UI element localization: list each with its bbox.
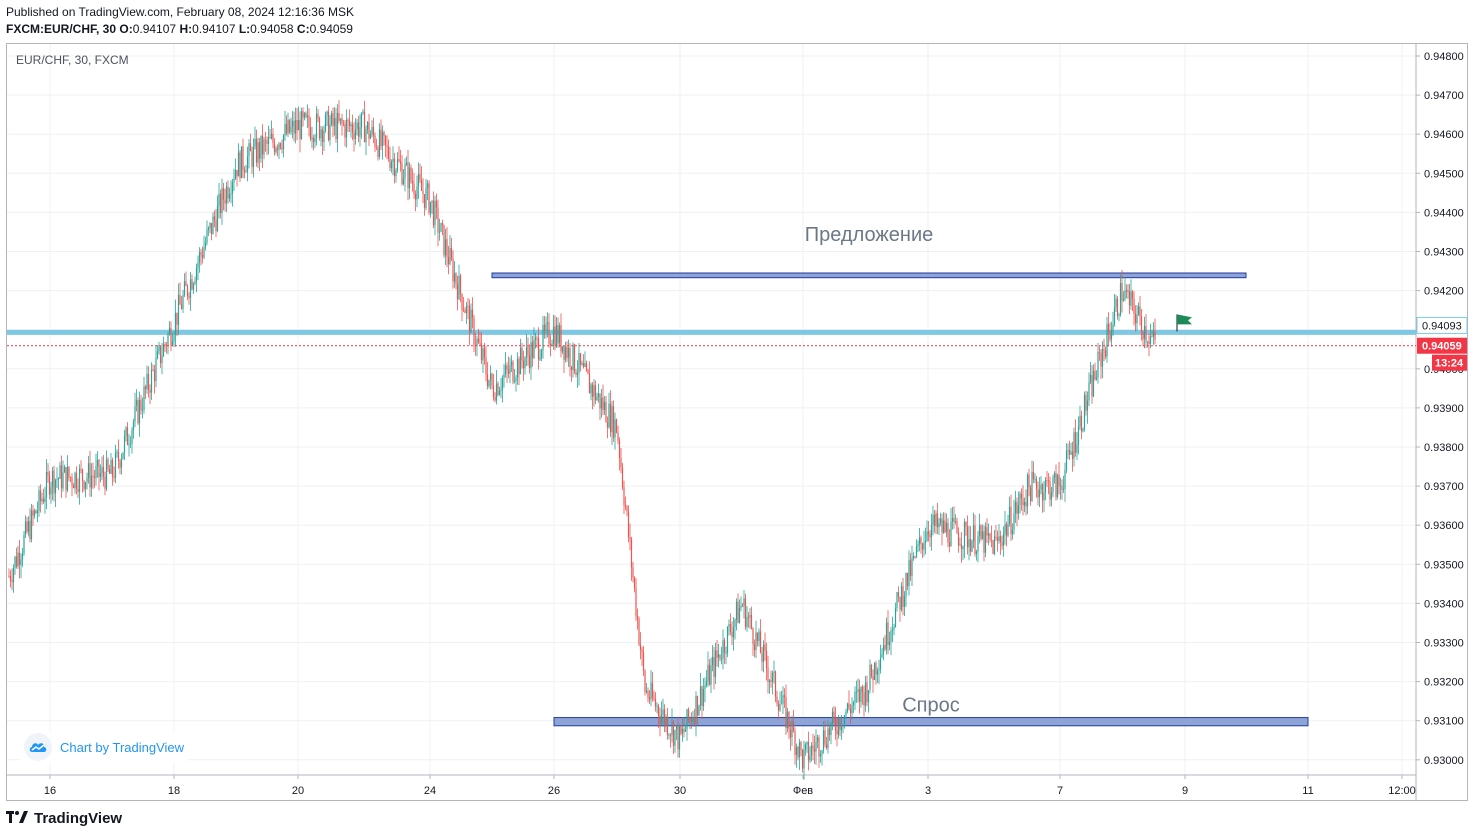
price-tick-label: 0.93700	[1424, 481, 1464, 493]
time-tick-label: 16	[44, 785, 56, 797]
price-tick-label: 0.93600	[1424, 520, 1464, 532]
time-tick-label: 30	[674, 785, 686, 797]
time-tick-label: 11	[1302, 785, 1313, 797]
price-tick-label: 0.93900	[1424, 403, 1464, 415]
time-tick-label: 18	[168, 785, 180, 797]
price-tick-label: 0.93100	[1424, 716, 1464, 728]
published-line: Published on TradingView.com, February 0…	[6, 5, 354, 19]
footer-brand[interactable]: TradingView	[6, 810, 122, 827]
countdown-badge	[1432, 354, 1467, 371]
price-tick-label: 0.94600	[1424, 129, 1464, 141]
time-tick-label: 9	[1182, 785, 1188, 797]
time-tick-label: 3	[925, 785, 931, 797]
last-price-badge	[1417, 337, 1467, 354]
high-label: H:	[179, 22, 193, 36]
time-tick-label: 26	[548, 785, 560, 797]
watermark-text: Chart by TradingView	[60, 739, 185, 755]
price-tick-label: 0.94400	[1424, 207, 1464, 219]
price-tick-label: 0.93800	[1424, 442, 1464, 454]
time-tick-label: 24	[424, 785, 436, 797]
close-label: C:	[296, 22, 310, 36]
price-tick-label: 0.94300	[1424, 247, 1464, 259]
price-tick-label: 0.93500	[1424, 559, 1464, 571]
high-value: 0.94107	[192, 22, 236, 36]
zone-rectangle[interactable]	[491, 272, 1247, 279]
level-price-badge	[1416, 316, 1468, 334]
flag-icon[interactable]	[1177, 314, 1192, 325]
chart-frame[interactable]	[6, 43, 1468, 801]
ohlc-line: FXCM:EUR/CHF, 30 O:0.94107 H:0.94107 L:0…	[6, 22, 353, 36]
price-tick-label: 0.94500	[1424, 168, 1464, 180]
demand-zone-label: Спрос	[902, 695, 960, 717]
level-price-label: 0.94093	[1422, 320, 1462, 332]
open-value: 0.94107	[132, 22, 177, 36]
countdown-label: 13:24	[1435, 358, 1464, 370]
tradingview-watermark[interactable]: Chart by TradingView	[20, 731, 189, 763]
cloud-chart-icon	[24, 733, 52, 761]
time-tick-label: 7	[1057, 785, 1063, 797]
supply-zone-label: Предложение	[805, 224, 934, 246]
low-value: 0.94058	[250, 22, 294, 36]
price-tick-label: 0.94800	[1424, 51, 1464, 63]
last-price-label: 0.94059	[1422, 341, 1462, 353]
symbol-interval: FXCM:EUR/CHF, 30	[6, 22, 117, 36]
time-tick-label: Фев	[793, 785, 813, 797]
price-tick-label: 0.93400	[1424, 598, 1464, 610]
price-tick-label: 0.93200	[1424, 677, 1464, 689]
low-label: L:	[238, 22, 251, 36]
price-tick-label: 0.93300	[1424, 638, 1464, 650]
open-label: O:	[119, 22, 133, 36]
price-tick-label: 0.94700	[1424, 90, 1464, 102]
chart-symbol-legend: EUR/CHF, 30, FXCM	[16, 53, 129, 67]
price-tick-label: 0.93000	[1424, 755, 1464, 767]
price-tick-label: 0.94200	[1424, 286, 1464, 298]
footer-brand-text: TradingView	[34, 810, 123, 827]
tradingview-logo-icon	[6, 810, 28, 827]
time-tick-label: 20	[292, 785, 304, 797]
zone-rectangle[interactable]	[553, 717, 1309, 727]
time-tick-label: 12:00	[1388, 785, 1416, 797]
close-value: 0.94059	[309, 22, 353, 36]
